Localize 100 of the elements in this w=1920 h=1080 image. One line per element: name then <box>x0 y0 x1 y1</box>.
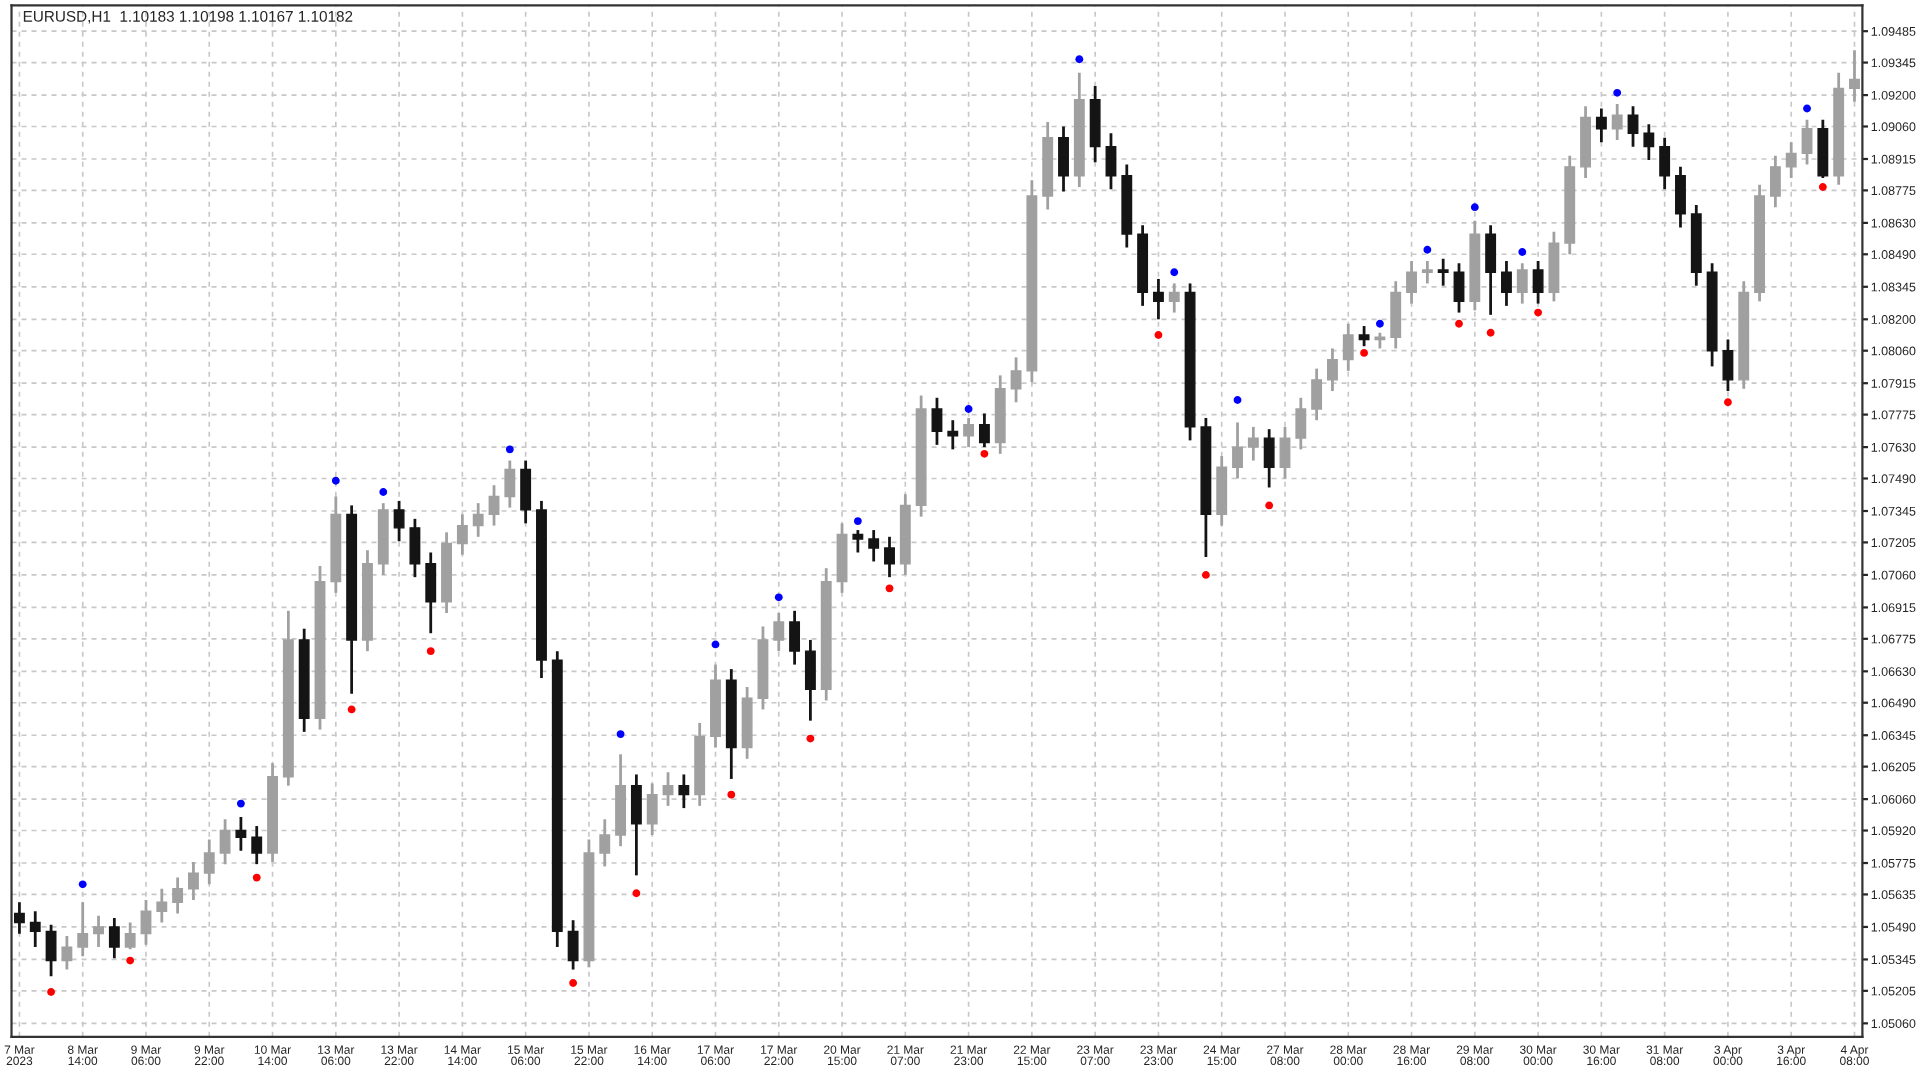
point <box>727 790 736 799</box>
candlestick <box>868 528 880 563</box>
candlestick <box>520 459 532 525</box>
point <box>806 734 815 743</box>
candlestick <box>1516 261 1528 305</box>
candlestick <box>1595 107 1607 144</box>
candlestick <box>108 916 120 960</box>
candlestick <box>646 782 658 837</box>
candlestick <box>1849 48 1860 104</box>
point <box>1233 396 1242 404</box>
point <box>711 640 720 649</box>
candlestick <box>456 512 468 557</box>
candlestick <box>1342 322 1354 373</box>
point <box>1423 245 1432 254</box>
candlestick <box>188 860 199 902</box>
candlestick <box>172 876 184 915</box>
candlestick <box>1722 338 1734 393</box>
candlestick <box>1485 223 1497 317</box>
point <box>252 873 261 882</box>
candlestick <box>1675 165 1686 229</box>
candlestick <box>1769 154 1781 209</box>
point <box>426 647 435 656</box>
candlestick <box>124 921 136 951</box>
point <box>885 584 894 593</box>
point <box>1518 248 1527 256</box>
candlestick <box>599 817 611 868</box>
point <box>126 956 135 965</box>
candlestick <box>1152 277 1164 321</box>
point <box>1818 183 1827 191</box>
candlestick <box>1216 454 1228 527</box>
candlestick <box>1437 257 1449 288</box>
candlestick <box>1627 104 1639 149</box>
point <box>379 488 388 496</box>
candlestick <box>1785 140 1797 180</box>
point <box>616 730 625 739</box>
point <box>1803 104 1811 113</box>
candlestick <box>77 900 89 958</box>
candlestick <box>789 609 801 666</box>
candlestick <box>567 918 579 971</box>
candlestick <box>45 923 57 978</box>
candlestick <box>773 611 785 653</box>
candlestick <box>1089 84 1101 164</box>
candlestick <box>1105 131 1117 191</box>
point <box>47 988 55 996</box>
candlestick <box>235 815 247 853</box>
point <box>980 449 989 458</box>
point <box>1154 331 1163 339</box>
candlestick <box>947 418 959 451</box>
point <box>1486 328 1495 337</box>
point <box>1375 319 1384 328</box>
candlestick <box>852 528 864 554</box>
candlestick <box>504 459 516 510</box>
candlestick <box>29 909 41 949</box>
point <box>505 445 514 454</box>
candlestick <box>884 535 895 579</box>
candlestick <box>1010 356 1022 404</box>
candlestick <box>1817 118 1829 180</box>
candlestick <box>678 773 690 810</box>
candlestick <box>1168 282 1180 314</box>
point <box>1724 398 1732 407</box>
candlestick <box>1295 396 1307 451</box>
point <box>1170 268 1179 277</box>
candlestick <box>1406 259 1417 305</box>
candlestick <box>425 551 437 635</box>
candlestick <box>219 817 231 866</box>
candlestick <box>1327 347 1338 393</box>
candlestick <box>409 517 421 579</box>
point <box>1201 570 1210 579</box>
point <box>1534 308 1543 317</box>
candlestick <box>1232 421 1243 480</box>
point <box>331 476 340 485</box>
point <box>1265 501 1274 510</box>
point <box>632 889 641 898</box>
candlestick <box>1421 259 1433 285</box>
candlestick <box>13 900 25 936</box>
point <box>78 880 87 889</box>
candlestick <box>1058 125 1069 193</box>
candlestick <box>488 483 500 527</box>
candlestick <box>251 824 263 866</box>
candlestick <box>1247 425 1259 462</box>
candlestick <box>1311 367 1323 422</box>
point <box>1455 319 1463 328</box>
candlestick <box>836 521 848 595</box>
candlestick <box>1532 259 1544 305</box>
candlestick <box>156 887 168 924</box>
point <box>1360 349 1369 357</box>
candlestick <box>472 501 484 539</box>
point <box>236 799 245 808</box>
candlestick <box>1643 122 1655 162</box>
candlestick <box>630 773 642 877</box>
candlestick <box>1801 118 1813 166</box>
candlestick <box>393 499 405 543</box>
candlestick <box>1263 427 1275 489</box>
candlestick <box>804 638 816 723</box>
candlestick <box>931 396 943 447</box>
candlestick <box>93 914 104 949</box>
candlestick <box>203 838 215 886</box>
candlestick <box>978 412 990 449</box>
point <box>774 593 783 602</box>
candlestick <box>1611 102 1623 142</box>
